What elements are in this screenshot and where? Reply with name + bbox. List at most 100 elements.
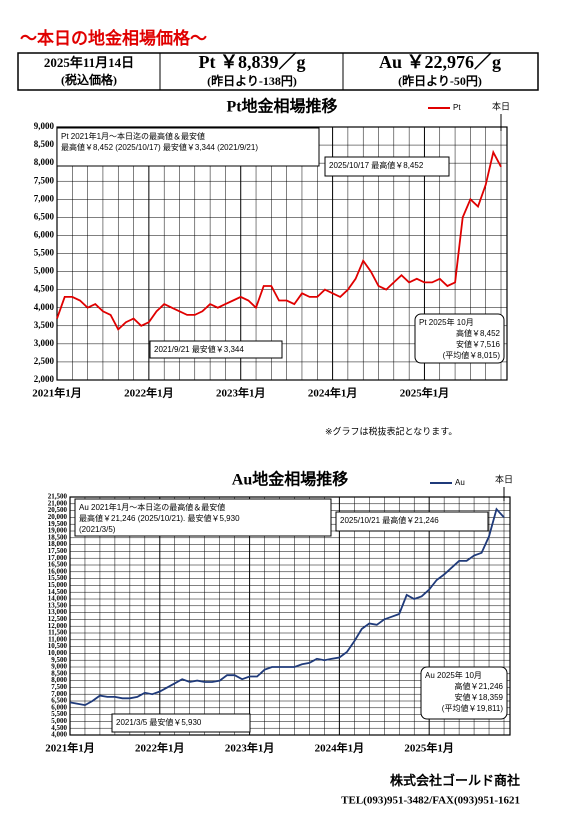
x-tick-label: 2021年1月 bbox=[45, 741, 95, 755]
annotation-box bbox=[414, 313, 505, 364]
y-tick-label: 18,000 bbox=[48, 540, 68, 548]
annotation-text: Pt 2021年1月～本日迄の最高値＆最安値 bbox=[61, 131, 205, 141]
y-tick-label: 10,500 bbox=[48, 642, 68, 650]
date: 2025年11月14日 bbox=[44, 55, 134, 70]
y-tick-label: 6,000 bbox=[51, 703, 67, 711]
x-tick-label: 2023年1月 bbox=[216, 386, 266, 400]
y-tick-label: 13,500 bbox=[48, 601, 68, 609]
y-tick-label: 9,500 bbox=[51, 656, 67, 664]
y-tick-label: 5,500 bbox=[51, 710, 67, 718]
x-tick-label: 2024年1月 bbox=[308, 386, 358, 400]
y-tick-label: 9,000 bbox=[34, 121, 55, 131]
pt-price: Pt ￥8,839／g bbox=[199, 52, 306, 72]
tax-note: (税込価格) bbox=[61, 72, 117, 87]
y-tick-label: 13,000 bbox=[48, 608, 68, 616]
annotation-text: 最高値￥21,246 (2025/10/21). 最安値￥5,930 bbox=[79, 513, 240, 523]
y-tick-label: 7,500 bbox=[34, 175, 55, 185]
au-price: Au ￥22,976／g bbox=[379, 52, 501, 72]
pt-change: (昨日より-138円) bbox=[207, 73, 297, 88]
y-tick-label: 4,000 bbox=[51, 731, 67, 739]
x-tick-label: 2025年1月 bbox=[400, 386, 450, 400]
y-tick-label: 11,000 bbox=[48, 635, 67, 643]
x-tick-label: 2021年1月 bbox=[32, 386, 82, 400]
y-tick-label: 11,500 bbox=[48, 629, 67, 637]
annotation-text: 2021/3/5 最安値￥5,930 bbox=[116, 717, 202, 727]
annotation-text: 最高値￥8,452 (2025/10/17) 最安値￥3,344 (2021/9… bbox=[61, 142, 258, 152]
annotation-text: 高値￥8,452 bbox=[456, 328, 501, 338]
annotation-box bbox=[420, 666, 508, 720]
y-tick-label: 10,000 bbox=[48, 649, 68, 657]
annotation-box bbox=[111, 713, 251, 733]
annotation-text: 2021/9/21 最安値￥3,344 bbox=[154, 344, 244, 354]
y-tick-label: 7,500 bbox=[51, 683, 67, 691]
today-label: 本日 bbox=[492, 100, 510, 111]
y-tick-label: 14,500 bbox=[48, 588, 68, 596]
y-tick-label: 4,500 bbox=[51, 724, 67, 732]
x-tick-label: 2024年1月 bbox=[315, 741, 365, 755]
y-tick-label: 8,500 bbox=[51, 669, 67, 677]
y-tick-label: 8,500 bbox=[34, 139, 55, 149]
y-tick-label: 4,500 bbox=[34, 284, 55, 294]
annotation-box bbox=[324, 156, 450, 177]
y-tick-label: 20,000 bbox=[48, 513, 68, 521]
y-tick-label: 5,000 bbox=[51, 717, 67, 725]
x-tick-label: 2022年1月 bbox=[124, 386, 174, 400]
annotation-box bbox=[149, 340, 283, 359]
y-tick-label: 3,000 bbox=[34, 338, 55, 348]
y-tick-label: 20,500 bbox=[48, 506, 68, 514]
x-tick-label: 2025年1月 bbox=[404, 741, 454, 755]
y-tick-label: 19,000 bbox=[48, 527, 68, 535]
y-tick-label: 14,000 bbox=[48, 595, 68, 603]
annotation-text: Pt 2025年 10月 bbox=[419, 317, 474, 327]
note: ※グラフは税抜表記となります。 bbox=[325, 425, 457, 436]
y-tick-label: 6,000 bbox=[34, 229, 55, 239]
legend-label: Pt bbox=[453, 103, 461, 112]
series-line bbox=[69, 507, 505, 707]
annotation-text: 2025/10/17 最高値￥8,452 bbox=[329, 160, 424, 170]
y-tick-label: 6,500 bbox=[34, 211, 55, 221]
y-tick-label: 16,500 bbox=[48, 561, 68, 569]
y-tick-label: 5,500 bbox=[34, 248, 55, 258]
y-tick-label: 4,000 bbox=[34, 302, 55, 312]
today-label: 本日 bbox=[495, 473, 513, 484]
annotation-box bbox=[74, 498, 332, 537]
y-tick-label: 12,000 bbox=[48, 622, 68, 630]
y-tick-label: 21,500 bbox=[48, 493, 68, 501]
y-tick-label: 9,000 bbox=[51, 663, 67, 671]
y-tick-label: 17,500 bbox=[48, 547, 68, 555]
annotation-text: 安値￥7,516 bbox=[456, 339, 501, 349]
y-tick-label: 2,000 bbox=[34, 374, 55, 384]
y-tick-label: 8,000 bbox=[51, 676, 67, 684]
annotation-text: 2025/10/21 最高値￥21,246 bbox=[340, 515, 439, 525]
annotation-text: (平均値￥19,811) bbox=[442, 703, 504, 713]
y-tick-label: 6,500 bbox=[51, 697, 67, 705]
annotation-text: (2021/3/5) bbox=[79, 525, 116, 534]
legend-label: Au bbox=[455, 478, 465, 487]
series-line bbox=[56, 149, 502, 331]
page-title: ～本日の地金相場価格～ bbox=[20, 28, 207, 48]
annotation-box bbox=[56, 127, 320, 167]
y-tick-label: 15,000 bbox=[48, 581, 68, 589]
contact: TEL(093)951-3482/FAX(093)951-1621 bbox=[341, 795, 520, 807]
y-tick-label: 18,500 bbox=[48, 533, 68, 541]
annotation-text: Au 2025年 10月 bbox=[425, 670, 482, 680]
y-tick-label: 17,000 bbox=[48, 554, 68, 562]
y-tick-label: 8,000 bbox=[34, 157, 55, 167]
y-tick-label: 21,000 bbox=[48, 499, 68, 507]
annotation-text: 高値￥21,246 bbox=[455, 681, 504, 691]
y-tick-label: 15,500 bbox=[48, 574, 68, 582]
chart-title: Pt地金相場推移 bbox=[226, 97, 337, 116]
y-tick-label: 5,000 bbox=[34, 266, 55, 276]
company: 株式会社ゴールド商社 bbox=[390, 773, 520, 788]
x-tick-label: 2023年1月 bbox=[225, 741, 275, 755]
chart-title: Au地金相場推移 bbox=[232, 470, 348, 489]
y-tick-label: 12,500 bbox=[48, 615, 68, 623]
x-tick-label: 2022年1月 bbox=[135, 741, 185, 755]
annotation-text: 安値￥18,359 bbox=[455, 692, 504, 702]
y-tick-label: 16,000 bbox=[48, 567, 68, 575]
y-tick-label: 3,500 bbox=[34, 320, 55, 330]
y-tick-label: 2,500 bbox=[34, 356, 55, 366]
au-change: (昨日より-50円) bbox=[398, 73, 482, 88]
y-tick-label: 7,000 bbox=[34, 193, 55, 203]
